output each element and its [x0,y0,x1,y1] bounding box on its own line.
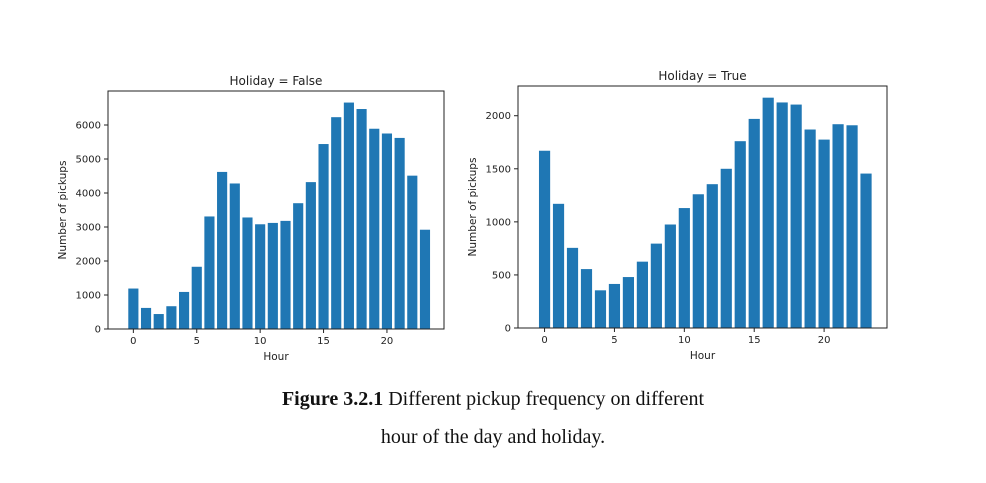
bar-hour-1 [140,307,152,329]
bar-hour-16 [762,97,774,329]
y-axis-label: Number of pickups [57,161,69,260]
bar-hour-16 [331,117,342,330]
x-tick-label: 5 [611,335,617,346]
y-tick-label: 5000 [76,155,101,166]
charts-figure: 0 5 10 15 200100020003000400050006000Holiday… [57,69,888,363]
x-tick-label: 15 [748,335,761,346]
bar-hour-2 [153,314,164,329]
bar-hour-20 [381,133,393,329]
x-axis-label: Hour [263,351,289,363]
y-tick-label: 0 [505,324,511,335]
y-tick-label: 4000 [76,189,101,200]
bar-hour-9 [664,224,676,328]
bar-hour-14 [305,182,316,329]
y-tick-label: 2000 [486,111,511,122]
bar-hour-13 [720,168,732,328]
bar-hour-23 [419,229,431,329]
y-tick-label: 500 [492,270,511,281]
bar-hour-20 [818,139,830,328]
bar-hour-22 [407,175,418,329]
bar-hour-8 [650,243,662,328]
y-tick-label: 6000 [76,121,101,132]
bar-hour-17 [776,102,788,328]
plot-frame [517,85,888,329]
bar-hour-2 [566,247,579,328]
y-tick-label: 0 [95,325,101,336]
chart-title: Holiday = False [230,74,323,88]
bar-hour-5 [608,283,621,328]
bar-hour-3 [166,306,177,329]
bar-hour-6 [204,216,215,329]
x-tick-label: 10 [254,336,267,347]
y-tick-label: 1000 [486,217,511,228]
bar-hour-5 [191,266,202,329]
bar-hour-15 [748,118,760,329]
x-tick-label: 0 [130,336,136,347]
y-axis-label: Number of pickups [467,158,479,257]
bar-hour-15 [318,144,329,329]
figure-caption-label: Figure 3.2.1 [281,388,384,410]
bar-hour-19 [369,128,380,329]
bar-hour-21 [394,137,405,329]
bar-hour-13 [293,203,304,329]
bar-hour-12 [280,220,291,329]
figure-caption-line1: Figure 3.2.1 Different pickup frequency … [0,388,986,411]
y-tick-label: 3000 [76,223,101,234]
chart-1: 0 5 10 15 20 0 1000 2000 3000 4000 5000 6000 Holiday… [57,74,445,363]
figure-caption-text2: hour of the day and holiday. [380,426,606,448]
y-tick-label: 2000 [76,257,101,268]
bar-hour-3 [580,269,593,328]
figure-caption-text1: Different pickup frequency on different [383,388,705,410]
x-tick-label: 5 [194,336,200,347]
bar-hour-4 [179,291,190,329]
bar-hour-21 [832,124,844,329]
bar-hour-10 [678,208,690,328]
bar-hour-18 [356,109,367,330]
bar-hour-14 [734,141,746,328]
figure-caption-line2: hour of the day and holiday. [0,426,986,449]
bar-hour-18 [790,104,802,328]
bar-hour-9 [242,217,253,329]
chart-2: 0 5 10 15 20 0 500 1000 1500 2000 Holiday = True Ho… [467,69,888,362]
x-tick-label: 10 [678,335,691,346]
bar-hour-4 [594,290,607,328]
bar-hour-0 [538,150,551,328]
x-axis-label: Hour [690,350,716,362]
bar-hour-19 [804,129,816,328]
x-tick-label: 20 [818,335,831,346]
bar-hour-8 [229,183,240,329]
bar-hour-22 [846,125,858,329]
bar-hour-12 [706,184,718,328]
bar-hour-7 [217,171,228,329]
chart-title: Holiday = True [658,69,746,83]
x-tick-label: 15 [317,336,330,347]
bar-hour-23 [860,173,872,328]
x-tick-label: 0 [541,335,547,346]
bar-hour-1 [552,203,565,328]
x-tick-label: 20 [381,336,394,347]
y-tick-label: 1500 [486,164,511,175]
bar-hour-11 [692,194,704,328]
bar-hour-6 [622,277,635,328]
bar-hour-0 [128,288,139,329]
bar-hour-11 [267,222,278,329]
plot-frame [107,90,445,330]
bar-hour-7 [636,261,648,328]
bar-hour-10 [255,224,266,329]
y-tick-label: 1000 [76,291,101,302]
bar-hour-17 [343,102,354,329]
